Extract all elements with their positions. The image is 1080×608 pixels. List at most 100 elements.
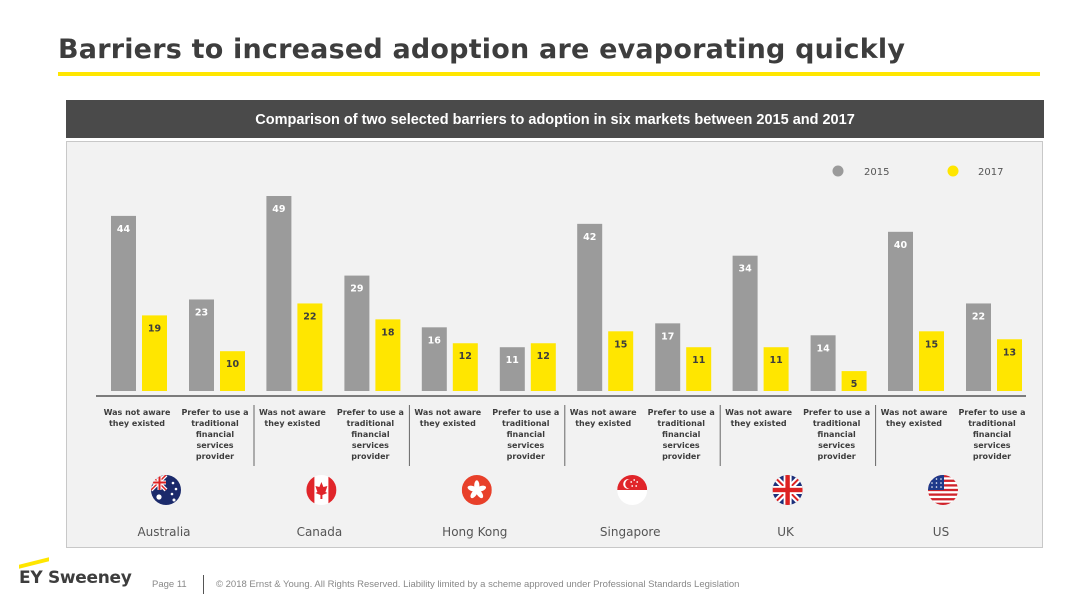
- data-label-2017: 19: [148, 323, 161, 334]
- data-label-2017: 10: [226, 359, 240, 370]
- bar-2017: [841, 371, 867, 391]
- category-label: provider: [973, 452, 1011, 461]
- data-label-2017: 13: [1003, 347, 1016, 358]
- data-label-2017: 15: [925, 339, 938, 350]
- copyright-notice: © 2018 Ernst & Young. All Rights Reserve…: [216, 579, 740, 590]
- bar-2015: [577, 223, 603, 391]
- legend-label-2017: 2017: [978, 167, 1003, 178]
- category-label: traditional: [191, 419, 239, 428]
- bar-2017: [608, 331, 634, 391]
- bar-2015: [266, 196, 292, 391]
- data-label-2015: 16: [428, 335, 442, 346]
- bar-2017: [452, 343, 478, 391]
- data-label-2015: 17: [661, 331, 674, 342]
- legend-marker-2017: [947, 165, 959, 177]
- data-label-2015: 23: [195, 307, 208, 318]
- data-label-2015: 49: [272, 204, 285, 215]
- market-label: Singapore: [600, 525, 661, 539]
- category-label: services: [507, 441, 544, 450]
- category-label: Prefer to use a: [648, 408, 715, 417]
- chart-title: Comparison of two selected barriers to a…: [66, 100, 1044, 138]
- category-label: Prefer to use a: [958, 408, 1025, 417]
- category-label: provider: [507, 452, 545, 461]
- bar-2015: [810, 335, 836, 391]
- market-label: UK: [777, 525, 795, 539]
- bar-2017: [997, 339, 1022, 391]
- data-label-2017: 22: [303, 311, 316, 322]
- legend-label-2015: 2015: [864, 167, 889, 178]
- category-label: Was not aware: [725, 408, 792, 417]
- bar-2017: [686, 347, 712, 391]
- category-label: services: [196, 441, 233, 450]
- category-label: they existed: [109, 419, 165, 428]
- category-label: provider: [351, 452, 389, 461]
- data-label-2015: 11: [506, 355, 519, 366]
- data-label-2017: 5: [851, 379, 858, 390]
- bar-2017: [919, 331, 944, 391]
- bar-2017: [530, 343, 556, 391]
- data-label-2015: 42: [583, 232, 596, 243]
- bar-2015: [655, 323, 681, 391]
- singapore-flag-icon: [617, 475, 648, 505]
- data-label-2017: 11: [769, 355, 782, 366]
- category-label: provider: [817, 452, 855, 461]
- data-label-2017: 12: [537, 351, 550, 362]
- market-label: US: [933, 525, 949, 539]
- category-label: services: [352, 441, 389, 450]
- category-label: traditional: [813, 419, 861, 428]
- category-label: they existed: [575, 419, 631, 428]
- category-label: Was not aware: [259, 408, 326, 417]
- bar-2015: [421, 327, 447, 391]
- canada-flag-icon: [306, 475, 337, 505]
- data-label-2015: 29: [350, 284, 363, 295]
- bar-2017: [763, 347, 789, 391]
- data-label-2017: 12: [459, 351, 472, 362]
- category-label: they existed: [420, 419, 476, 428]
- bar-2017: [297, 303, 323, 391]
- category-label: services: [818, 441, 855, 450]
- data-label-2017: 11: [692, 355, 705, 366]
- category-label: Was not aware: [104, 408, 171, 417]
- bar-2015: [499, 347, 525, 391]
- footer-divider: [203, 575, 204, 594]
- data-label-2015: 22: [972, 311, 985, 322]
- category-label: provider: [662, 452, 700, 461]
- market-label: Australia: [137, 525, 190, 539]
- data-label-2015: 34: [738, 264, 752, 275]
- ey-sweeney-logo: EY Sweeney: [19, 568, 132, 588]
- bar-2015: [111, 215, 136, 391]
- page-title: Barriers to increased adoption are evapo…: [58, 34, 906, 65]
- bar-2015: [189, 299, 214, 391]
- data-label-2015: 44: [117, 224, 131, 235]
- category-label: traditional: [347, 419, 395, 428]
- page-number: Page 11: [152, 579, 187, 590]
- bar-2015: [888, 231, 913, 391]
- category-label: financial: [662, 430, 701, 439]
- category-label: traditional: [968, 419, 1016, 428]
- bar-2017: [375, 319, 401, 391]
- data-label-2015: 40: [894, 240, 908, 251]
- category-label: services: [663, 441, 700, 450]
- us-flag-icon: [928, 475, 958, 505]
- category-label: services: [973, 441, 1010, 450]
- australia-flag-icon: [151, 475, 181, 505]
- category-label: Prefer to use a: [337, 408, 404, 417]
- category-label: financial: [817, 430, 856, 439]
- category-label: financial: [507, 430, 546, 439]
- title-underline: [58, 72, 1040, 76]
- category-label: traditional: [502, 419, 550, 428]
- category-label: financial: [351, 430, 390, 439]
- legend-marker-2015: [832, 165, 844, 177]
- category-label: they existed: [264, 419, 320, 428]
- category-label: Was not aware: [414, 408, 481, 417]
- data-label-2017: 15: [614, 339, 627, 350]
- category-label: Prefer to use a: [181, 408, 248, 417]
- bar-2015: [344, 275, 370, 391]
- uk-flag-icon: [772, 475, 803, 505]
- market-label: Canada: [297, 525, 343, 539]
- category-label: traditional: [657, 419, 705, 428]
- bar-2015: [732, 255, 758, 391]
- category-label: they existed: [886, 419, 942, 428]
- category-label: Was not aware: [570, 408, 637, 417]
